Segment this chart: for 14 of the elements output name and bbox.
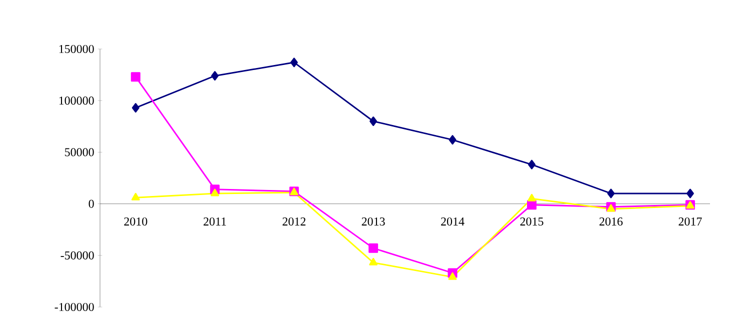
x-tick-label: 2012 bbox=[282, 217, 306, 226]
x-tick-label: 2015 bbox=[520, 217, 544, 226]
x-tick-label: 2011 bbox=[204, 217, 226, 226]
x-tick-label: 2014 bbox=[441, 217, 464, 226]
x-tick-label: 2013 bbox=[362, 217, 385, 226]
y-tick-label: 50000 bbox=[65, 148, 94, 156]
x-tick-label: 2016 bbox=[600, 217, 623, 226]
y-tick-label: -100000 bbox=[54, 302, 94, 312]
y-tick-label: 150000 bbox=[59, 44, 94, 54]
x-tick-label: 2010 bbox=[124, 217, 148, 226]
y-tick-label: 0 bbox=[88, 200, 94, 208]
x-tick-label: 2017 bbox=[678, 217, 702, 226]
y-tick-label: 100000 bbox=[59, 96, 94, 105]
y-tick-label: -50000 bbox=[60, 251, 94, 260]
